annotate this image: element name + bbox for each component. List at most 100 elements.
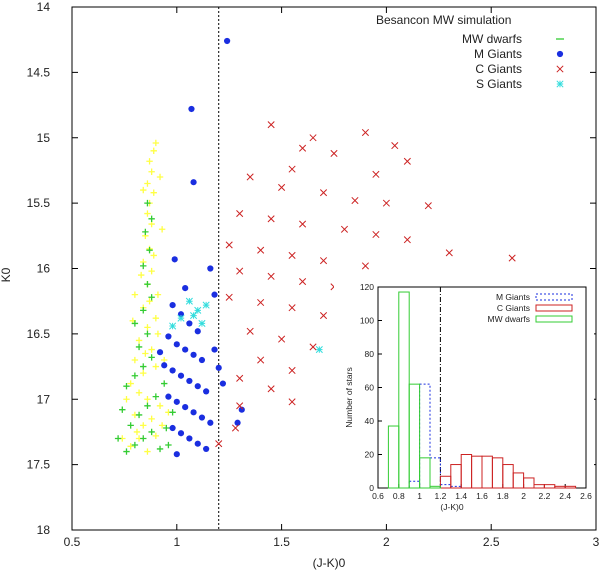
data-point xyxy=(135,343,143,351)
legend-marker xyxy=(556,65,564,73)
histogram-bar xyxy=(408,383,421,489)
data-point xyxy=(190,179,197,186)
inset-legend-label: C Giants xyxy=(497,303,530,313)
data-point xyxy=(142,228,149,236)
y-axis-label: K0 xyxy=(0,267,13,282)
inset-x-tick-label: 1.2 xyxy=(434,491,446,501)
inset-series-1 xyxy=(439,454,577,489)
data-point xyxy=(246,173,254,181)
data-point xyxy=(351,196,359,205)
series-2 xyxy=(156,37,245,458)
inset-y-tick-label: 0 xyxy=(369,483,374,493)
data-point xyxy=(144,180,151,187)
inset-y-tick-label: 100 xyxy=(360,316,374,326)
y-tick-label: 17 xyxy=(37,392,51,406)
data-point xyxy=(236,402,244,410)
data-point xyxy=(182,285,189,292)
legend-entry-label: C Giants xyxy=(475,62,522,76)
data-point xyxy=(215,440,223,448)
data-point xyxy=(165,333,172,340)
inset-legend-swatch xyxy=(535,315,573,323)
inset-x-tick-label: 1.8 xyxy=(497,491,509,501)
data-point xyxy=(288,251,296,259)
data-point xyxy=(152,363,160,370)
data-point xyxy=(391,142,399,150)
data-point xyxy=(152,139,160,147)
inset-x-tick-label: 2.6 xyxy=(580,491,592,501)
inset-y-tick-label: 120 xyxy=(360,282,374,292)
data-point xyxy=(173,451,180,458)
x-tick-label: 1 xyxy=(173,535,180,549)
data-point xyxy=(236,210,244,218)
data-point xyxy=(177,430,185,437)
legend-title: Besancon MW simulation xyxy=(376,13,511,27)
data-point xyxy=(127,443,134,450)
data-point xyxy=(169,367,176,374)
data-point xyxy=(156,402,164,409)
data-point xyxy=(148,428,155,436)
data-point xyxy=(372,230,380,239)
series-4 xyxy=(169,297,323,354)
data-point xyxy=(133,428,141,436)
data-point xyxy=(144,280,151,288)
x-tick-label: 2.5 xyxy=(483,535,500,549)
data-point xyxy=(156,173,164,181)
data-point xyxy=(146,158,153,165)
data-point xyxy=(148,215,155,223)
data-point xyxy=(148,354,155,361)
data-point xyxy=(236,267,244,275)
data-point xyxy=(148,168,155,175)
y-tick-label: 17.5 xyxy=(27,458,51,472)
x-tick-label: 0.5 xyxy=(64,535,81,549)
x-tick-label: 1.5 xyxy=(273,535,290,549)
data-point xyxy=(207,265,214,272)
data-point xyxy=(156,349,164,356)
data-point xyxy=(140,262,147,270)
inset-x-tick-label: 2 xyxy=(521,491,526,501)
data-point xyxy=(215,364,222,371)
data-point xyxy=(288,366,296,375)
data-point xyxy=(278,335,286,343)
data-point xyxy=(309,134,317,142)
data-point xyxy=(203,388,210,395)
data-point xyxy=(288,304,296,312)
legend-entry-label: S Giants xyxy=(476,77,522,91)
data-point xyxy=(177,311,185,318)
data-point xyxy=(372,170,380,178)
inset-legend-label: M Giants xyxy=(496,292,530,302)
legend-marker xyxy=(556,50,564,58)
data-point xyxy=(188,105,195,113)
data-point xyxy=(267,385,275,393)
data-point xyxy=(144,330,151,338)
data-point xyxy=(257,356,265,364)
data-point xyxy=(194,306,202,314)
data-point xyxy=(330,149,338,157)
data-point xyxy=(424,202,432,210)
data-point xyxy=(207,419,214,426)
data-point xyxy=(198,319,206,327)
data-point xyxy=(257,298,265,307)
data-point xyxy=(403,157,411,165)
y-tick-label: 16 xyxy=(37,262,51,276)
data-point xyxy=(198,356,206,364)
data-point xyxy=(131,356,139,364)
data-point xyxy=(150,147,157,155)
data-point xyxy=(445,249,453,257)
y-tick-label: 16.5 xyxy=(27,327,51,341)
data-point xyxy=(140,422,147,429)
data-point xyxy=(146,297,153,305)
data-point xyxy=(194,328,201,335)
data-point xyxy=(186,377,193,385)
y-tick-label: 14.5 xyxy=(27,65,51,79)
inset-x-tick-label: 2.4 xyxy=(559,491,571,501)
inset-x-tick-label: 0.8 xyxy=(393,491,405,501)
data-point xyxy=(154,291,162,298)
series-1 xyxy=(114,199,176,455)
data-point xyxy=(150,189,157,196)
data-point xyxy=(236,374,244,382)
data-point xyxy=(140,435,147,442)
data-point xyxy=(211,346,218,353)
data-point xyxy=(219,380,227,387)
